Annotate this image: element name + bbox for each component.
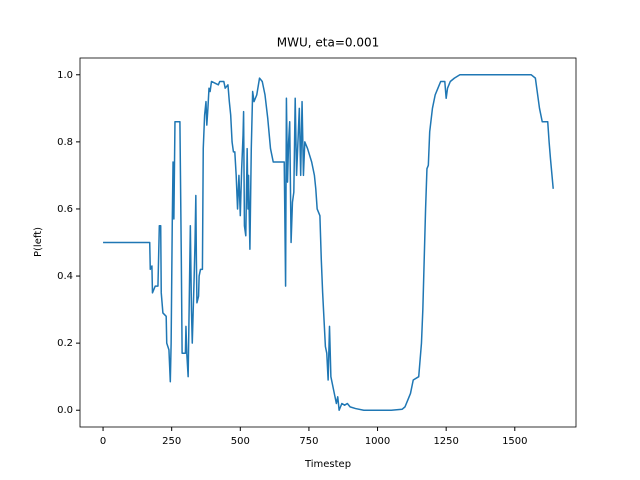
y-tick-label: 0.4	[57, 271, 73, 282]
y-tick-label: 0.0	[57, 405, 73, 416]
y-tick-label: 0.8	[57, 137, 73, 148]
x-axis-label: Timestep	[304, 459, 351, 470]
x-tick-label: 1000	[365, 436, 390, 447]
y-axis-label: P(left)	[33, 227, 44, 257]
x-tick-label: 0	[100, 436, 106, 447]
x-tick-label: 500	[231, 436, 250, 447]
plot-frame	[79, 57, 577, 428]
y-tick-label: 0.2	[57, 338, 73, 349]
y-tick-label: 1.0	[57, 70, 73, 81]
chart-title: MWU, eta=0.001	[277, 36, 379, 50]
x-tick-label: 1250	[433, 436, 458, 447]
x-tick-label: 1500	[502, 436, 527, 447]
x-tick-label: 250	[162, 436, 181, 447]
y-tick-label: 0.6	[57, 204, 73, 215]
x-tick-label: 750	[299, 436, 318, 447]
data-line	[103, 74, 554, 411]
